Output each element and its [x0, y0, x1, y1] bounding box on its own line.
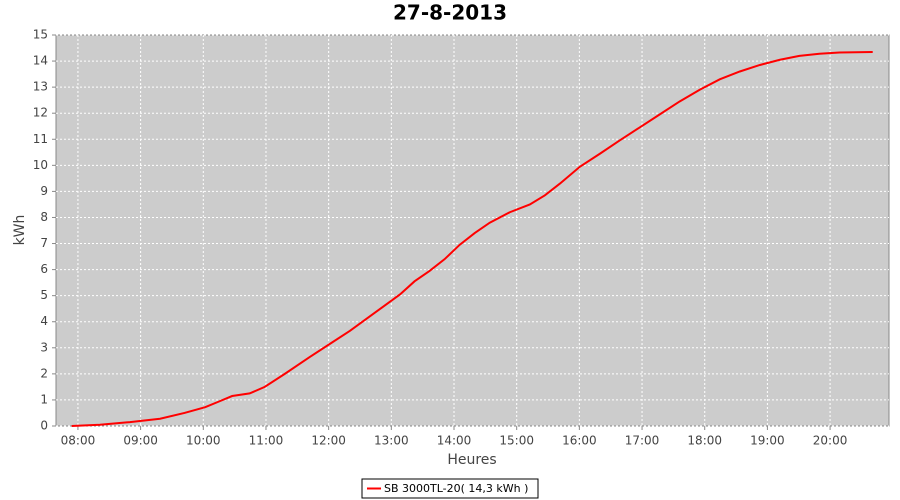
- chart-title: 27-8-2013: [393, 1, 507, 25]
- y-tick-label: 2: [40, 366, 48, 380]
- x-tick-label: 11:00: [249, 434, 284, 448]
- x-tick-label: 08:00: [61, 434, 96, 448]
- x-tick-label: 17:00: [625, 434, 660, 448]
- legend: [361, 478, 539, 499]
- y-axis-label: kWh: [12, 215, 28, 246]
- data-line: [71, 50, 873, 427]
- y-tick-label: 15: [33, 28, 48, 42]
- y-tick-label: 8: [40, 210, 48, 224]
- x-axis-label: Heures: [447, 452, 496, 468]
- y-tick-label: 0: [40, 419, 48, 433]
- legend-label: SB 3000TL-20( 14,3 kWh ): [384, 482, 528, 495]
- y-tick-label: 9: [40, 184, 48, 198]
- y-tick-label: 6: [40, 262, 48, 276]
- y-tick-label: 3: [40, 340, 48, 354]
- y-tick-label: 4: [40, 314, 48, 328]
- y-tick-label: 7: [40, 236, 48, 250]
- x-tick-label: 10:00: [186, 434, 221, 448]
- x-tick-label: 09:00: [123, 434, 158, 448]
- y-tick-label: 14: [33, 54, 48, 68]
- y-tick-label: 10: [33, 158, 48, 172]
- x-tick-label: 18:00: [687, 434, 722, 448]
- x-tick-label: 14:00: [437, 434, 472, 448]
- plot-area: [55, 34, 890, 427]
- y-tick-label: 1: [40, 392, 48, 406]
- y-tick-label: 12: [33, 106, 48, 120]
- y-tick-label: 11: [33, 132, 48, 146]
- x-tick-label: 16:00: [562, 434, 597, 448]
- x-tick-label: 20:00: [813, 434, 848, 448]
- x-tick-label: 12:00: [311, 434, 346, 448]
- x-tick-label: 13:00: [374, 434, 409, 448]
- x-tick-label: 15:00: [499, 434, 534, 448]
- y-tick-label: 13: [33, 80, 48, 94]
- y-tick-label: 5: [40, 288, 48, 302]
- x-tick-label: 19:00: [750, 434, 785, 448]
